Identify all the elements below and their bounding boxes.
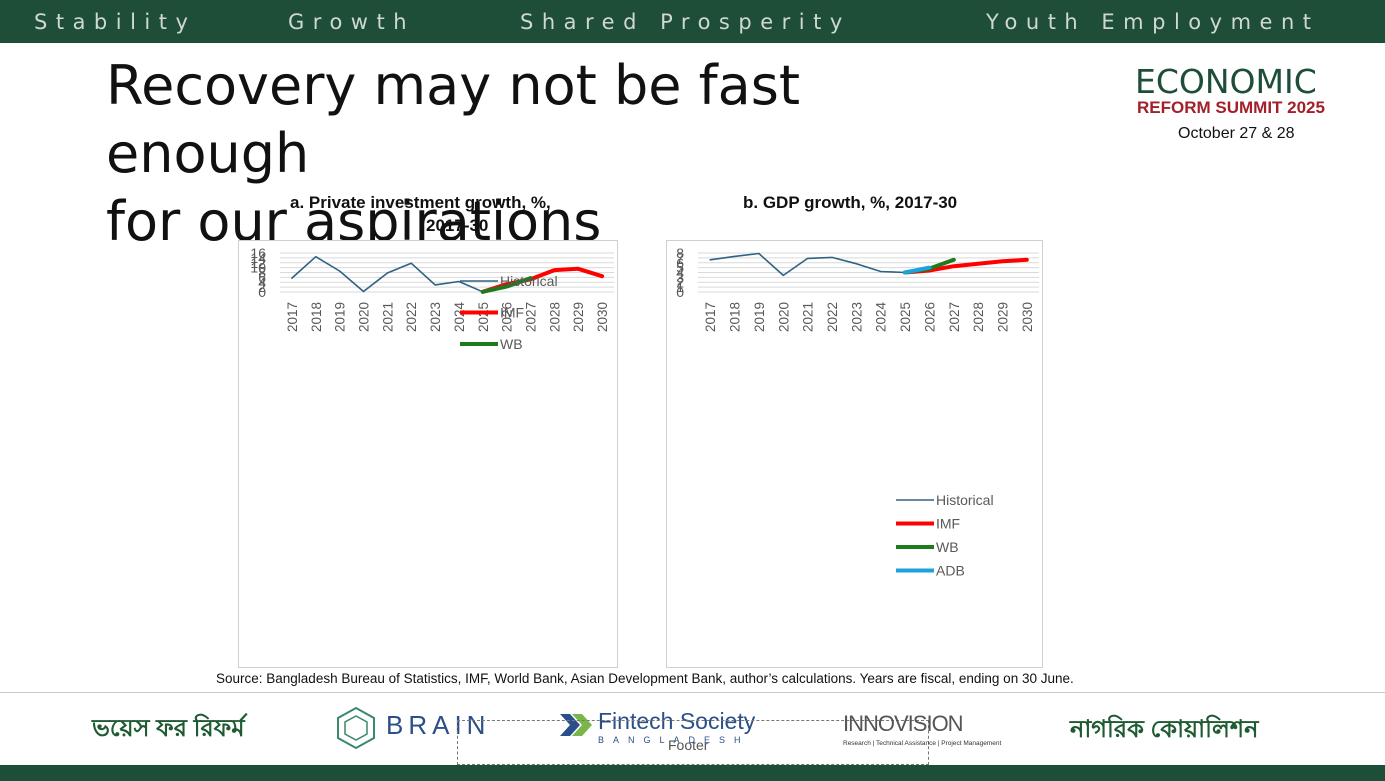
- pillar-youth-employment: Youth Employment: [986, 10, 1320, 34]
- source-note: Source: Bangladesh Bureau of Statistics,…: [216, 671, 1074, 686]
- chart-b-xtick-2027: 2027: [947, 302, 962, 332]
- footer-placeholder-label: Footer: [668, 737, 709, 753]
- chart-b-xtick-2024: 2024: [874, 302, 889, 333]
- chart-a-xtick-2020: 2020: [357, 302, 372, 332]
- chart-a-xtick-2030: 2030: [595, 302, 610, 332]
- brain-wordmark: BRAIN: [386, 710, 491, 740]
- chart-b-frame: [666, 240, 1043, 668]
- chart-b-xtick-2019: 2019: [752, 302, 767, 332]
- chart-a-ytick-8: 8: [258, 265, 266, 281]
- chart-b-xtick-2018: 2018: [728, 302, 743, 332]
- chart-a-ytick-6: 6: [258, 269, 266, 285]
- chart-b-xtick-2026: 2026: [922, 302, 937, 332]
- chart-a-xtick-2029: 2029: [571, 302, 586, 332]
- pillar-shared-prosperity: Shared Prosperity: [520, 10, 851, 34]
- chart-a-xtick-2023: 2023: [428, 302, 443, 332]
- chart-b-series-historical: [709, 252, 906, 277]
- chart-a-xtick-2017: 2017: [285, 302, 300, 332]
- chart-b-ytick-8: 8: [676, 245, 684, 261]
- pillar-growth: Growth: [288, 10, 416, 34]
- chart-a-legend-label-wb: WB: [500, 336, 523, 352]
- chart-b-legend-label-historical: Historical: [936, 492, 994, 508]
- chart-b-ytick-7: 7: [676, 250, 684, 266]
- chart-a-legend-label-historical: Historical: [500, 273, 558, 289]
- chart-b-xtick-2017: 2017: [703, 302, 718, 332]
- chart-a-ytick-10: 10: [250, 260, 266, 276]
- chart-a-ytick-14: 14: [250, 250, 266, 266]
- chart-a-xtick-2018: 2018: [309, 302, 324, 332]
- summit-logo-economic: ECONOMIC: [1135, 62, 1317, 101]
- slide-title: Recovery may not be fast enough for our …: [106, 52, 1006, 256]
- innovision-wordmark: INNOVISION: [843, 711, 964, 736]
- pillar-stability: Stability: [34, 10, 197, 34]
- chart-b-xtick-2021: 2021: [801, 302, 816, 332]
- chart-a-xtick-2027: 2027: [524, 302, 539, 332]
- chart-b-ytick-4: 4: [676, 265, 684, 281]
- chart-b-xtick-2022: 2022: [825, 302, 840, 332]
- logo-nagorik-coalition: নাগরিক কোয়ালিশন: [1070, 716, 1259, 743]
- chart-a-xtick-2026: 2026: [500, 302, 515, 332]
- chart-b-ytick-2: 2: [676, 274, 684, 290]
- chart-a-ytick-4: 4: [258, 274, 266, 290]
- logo-voice-for-reform: ভয়েস ফর রিফর্ম: [92, 715, 245, 742]
- chart-a-title-line1: a. Private investment growth, %,: [290, 193, 551, 212]
- chart-a-series-historical: [291, 255, 484, 293]
- chart-b-legend-label-imf: IMF: [936, 516, 960, 532]
- chart-b-ytick-3: 3: [676, 269, 684, 285]
- fintech-wordmark: Fintech Society: [598, 708, 756, 734]
- chart-b-xtick-2029: 2029: [995, 302, 1010, 332]
- chart-b-xtick-2030: 2030: [1020, 302, 1035, 332]
- chart-a-frame: [238, 240, 618, 668]
- top-banner: Stability Growth Shared Prosperity Youth…: [0, 0, 1385, 43]
- fintech-chevron-icon: [560, 714, 592, 736]
- innovision-sub: Research | Technical Assistance | Projec…: [843, 740, 1002, 747]
- chart-b-ytick-0: 0: [676, 284, 684, 300]
- chart-a-series-wb: [480, 276, 533, 294]
- chart-a-xtick-2025: 2025: [476, 302, 491, 332]
- chart-b-xtick-2025: 2025: [898, 302, 913, 332]
- chart-a-title: a. Private investment growth, %, 2017-30: [290, 193, 630, 236]
- chart-a-title-line2: 2017-30: [426, 216, 489, 235]
- slide-title-line1: Recovery may not be fast enough: [106, 54, 801, 185]
- chart-b-ytick-6: 6: [676, 255, 684, 271]
- chart-a-ytick-2: 2: [258, 279, 266, 295]
- chart-b-legend-label-adb: ADB: [936, 563, 965, 579]
- summit-date: October 27 & 28: [1178, 125, 1295, 142]
- brain-mark-icon: [337, 706, 375, 750]
- footer-placeholder: Footer: [457, 720, 929, 765]
- footer-divider: [0, 692, 1385, 693]
- fintech-sub: BANGLADESH: [598, 735, 750, 745]
- chart-a-ytick-12: 12: [250, 255, 266, 271]
- chart-a-xtick-2019: 2019: [333, 302, 348, 332]
- chart-b-xtick-2023: 2023: [849, 302, 864, 332]
- chart-b-ytick-1: 1: [676, 279, 684, 295]
- chart-b-xtick-2028: 2028: [971, 302, 986, 332]
- chart-b-xtick-2020: 2020: [776, 302, 791, 332]
- chart-b-ytick-5: 5: [676, 260, 684, 276]
- chart-b-legend-label-wb: WB: [936, 539, 959, 555]
- chart-a-ytick-0: 0: [258, 284, 266, 300]
- chart-a-xtick-2024: 2024: [452, 302, 467, 333]
- summit-logo-subtitle: REFORM SUMMIT 2025: [1137, 98, 1325, 117]
- bottom-banner: [0, 765, 1385, 781]
- chart-a-xtick-2028: 2028: [547, 302, 562, 332]
- chart-a-xtick-2021: 2021: [380, 302, 395, 332]
- chart-a-ytick-16: 16: [250, 245, 266, 261]
- chart-a-legend-label-imf: IMF: [500, 305, 524, 321]
- chart-b-series-adb: [903, 265, 932, 275]
- chart-b-title: b. GDP growth, %, 2017-30: [743, 193, 958, 212]
- chart-a-xtick-2022: 2022: [404, 302, 419, 332]
